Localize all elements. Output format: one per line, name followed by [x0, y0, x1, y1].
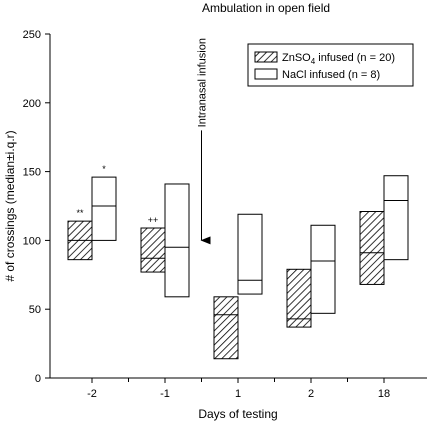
legend: ZnSO4 infused (n = 20) NaCl infused (n = … — [247, 43, 414, 87]
x-tick-label: 1 — [235, 388, 241, 400]
x-tick-label: 2 — [308, 388, 314, 400]
y-tick-label: 200 — [23, 98, 41, 110]
x-axis: -2 -1 1 2 18 — [50, 377, 427, 400]
box — [359, 211, 385, 285]
series-znso4: ** ++ — [67, 208, 385, 360]
y-tick-label: 100 — [23, 235, 41, 247]
box — [383, 175, 409, 261]
box-series: ** ++ * — [67, 164, 409, 360]
chart-title: Ambulation in open field — [202, 1, 330, 15]
x-tick-label: 18 — [378, 388, 390, 400]
significance-label: ++ — [148, 215, 159, 225]
series-nacl: * — [91, 164, 409, 314]
box — [213, 296, 239, 360]
significance-label: * — [102, 164, 106, 174]
box — [286, 268, 312, 328]
box — [91, 176, 117, 241]
significance-label: ** — [76, 208, 84, 218]
y-tick-label: 250 — [23, 29, 41, 41]
x-tick-label: -1 — [160, 388, 170, 400]
box — [310, 224, 336, 314]
y-tick-label: 0 — [35, 373, 41, 385]
y-tick-label: 150 — [23, 167, 41, 179]
legend-label: ZnSO4 infused (n = 20) — [282, 52, 395, 66]
legend-label: NaCl infused (n = 8) — [282, 69, 380, 81]
y-axis: 0 50 100 150 200 250 — [23, 29, 51, 385]
y-axis-title: # of crossings (median±i.q.r) — [3, 130, 17, 281]
x-axis-title: Days of testing — [198, 407, 277, 421]
box — [237, 213, 263, 295]
y-tick-label: 50 — [29, 304, 41, 316]
infusion-annotation: Intranasal infusion — [197, 38, 211, 245]
box — [164, 183, 190, 298]
x-tick-label: -2 — [87, 388, 97, 400]
legend-swatch — [254, 68, 278, 80]
legend-swatch — [254, 51, 278, 63]
box — [140, 227, 166, 273]
infusion-label: Intranasal infusion — [197, 38, 209, 127]
